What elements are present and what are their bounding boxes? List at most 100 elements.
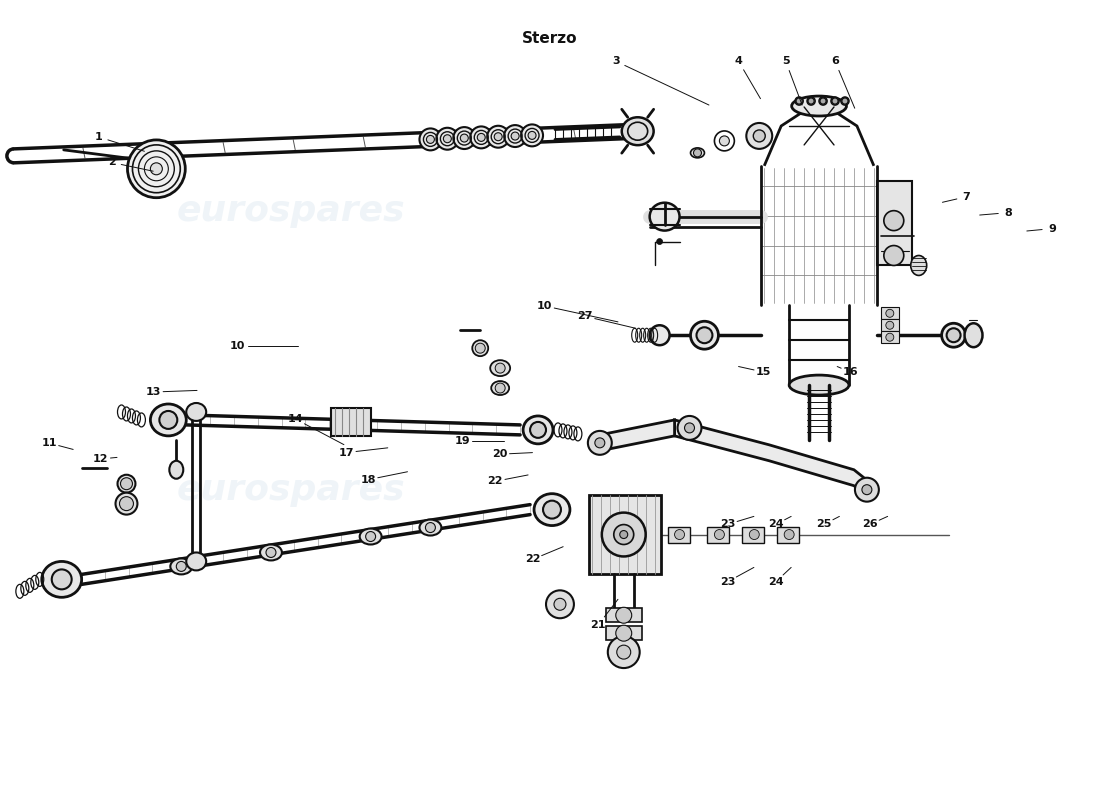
Ellipse shape: [471, 126, 492, 148]
Ellipse shape: [650, 326, 670, 345]
Text: 19: 19: [454, 437, 470, 446]
Polygon shape: [600, 420, 674, 451]
Circle shape: [495, 383, 505, 393]
Ellipse shape: [42, 562, 81, 598]
Circle shape: [842, 98, 848, 104]
Ellipse shape: [118, 474, 135, 493]
Ellipse shape: [911, 255, 926, 275]
Text: 22: 22: [525, 554, 540, 565]
Circle shape: [796, 98, 802, 104]
Text: 16: 16: [843, 367, 858, 377]
Ellipse shape: [494, 133, 503, 141]
Ellipse shape: [965, 323, 982, 347]
Circle shape: [886, 334, 894, 342]
Circle shape: [821, 98, 826, 104]
Text: 21: 21: [591, 620, 606, 630]
Bar: [668, 526, 690, 542]
Circle shape: [754, 130, 766, 142]
Circle shape: [495, 363, 505, 373]
Ellipse shape: [170, 558, 192, 574]
Ellipse shape: [942, 323, 966, 347]
Ellipse shape: [524, 416, 553, 444]
Circle shape: [719, 136, 729, 146]
Text: 26: 26: [862, 519, 878, 530]
Ellipse shape: [807, 97, 815, 105]
Circle shape: [121, 478, 132, 490]
Bar: [877, 181, 912, 266]
Circle shape: [616, 626, 631, 641]
Circle shape: [426, 522, 436, 533]
Text: 13: 13: [145, 387, 161, 397]
Text: 9: 9: [1048, 223, 1056, 234]
Circle shape: [746, 123, 772, 149]
Ellipse shape: [427, 135, 434, 143]
Circle shape: [160, 411, 177, 429]
Ellipse shape: [492, 381, 509, 395]
Circle shape: [266, 547, 276, 558]
Circle shape: [947, 328, 960, 342]
Circle shape: [587, 431, 612, 455]
Ellipse shape: [460, 134, 469, 142]
Ellipse shape: [535, 494, 570, 526]
Circle shape: [883, 246, 904, 266]
Bar: [881, 307, 899, 319]
Text: 2: 2: [108, 158, 115, 167]
Text: 1: 1: [95, 132, 102, 142]
Circle shape: [616, 607, 631, 623]
Circle shape: [693, 149, 702, 157]
Ellipse shape: [151, 404, 186, 436]
Circle shape: [530, 422, 546, 438]
Circle shape: [886, 322, 894, 330]
Text: 6: 6: [832, 56, 839, 66]
Ellipse shape: [820, 97, 827, 105]
Circle shape: [608, 636, 640, 668]
Circle shape: [784, 530, 794, 539]
Bar: [588, 494, 661, 574]
Circle shape: [832, 98, 838, 104]
Text: 18: 18: [361, 474, 376, 485]
Ellipse shape: [491, 360, 510, 376]
Text: 14: 14: [288, 414, 304, 424]
Circle shape: [475, 343, 485, 353]
Ellipse shape: [830, 97, 839, 105]
Bar: [606, 608, 641, 622]
Text: 23: 23: [719, 577, 735, 586]
Bar: [881, 331, 899, 343]
Bar: [742, 526, 764, 542]
Ellipse shape: [437, 128, 459, 150]
Ellipse shape: [472, 340, 488, 356]
Ellipse shape: [453, 127, 475, 149]
Circle shape: [617, 645, 630, 659]
Text: 11: 11: [42, 438, 57, 448]
Ellipse shape: [186, 553, 206, 570]
Text: eurospares: eurospares: [177, 473, 405, 506]
Ellipse shape: [789, 375, 849, 395]
Circle shape: [602, 513, 646, 557]
Circle shape: [886, 310, 894, 318]
Text: 7: 7: [962, 192, 970, 202]
Circle shape: [546, 590, 574, 618]
Text: 25: 25: [816, 519, 832, 530]
Text: 23: 23: [719, 519, 735, 530]
Text: 24: 24: [768, 519, 783, 530]
Text: 12: 12: [92, 454, 108, 464]
Bar: [707, 526, 729, 542]
Circle shape: [855, 478, 879, 502]
Ellipse shape: [691, 322, 718, 349]
Text: 17: 17: [339, 448, 354, 458]
Circle shape: [862, 485, 872, 494]
Ellipse shape: [477, 134, 485, 142]
Text: 8: 8: [1004, 208, 1012, 218]
Circle shape: [554, 598, 565, 610]
Ellipse shape: [842, 97, 849, 105]
Ellipse shape: [443, 134, 451, 142]
Ellipse shape: [186, 403, 206, 421]
Ellipse shape: [504, 125, 526, 147]
Ellipse shape: [419, 519, 441, 535]
Text: 24: 24: [768, 577, 783, 586]
Text: 5: 5: [782, 56, 790, 66]
Ellipse shape: [512, 132, 519, 140]
Bar: [606, 626, 641, 640]
Circle shape: [614, 525, 634, 545]
Circle shape: [684, 423, 694, 433]
